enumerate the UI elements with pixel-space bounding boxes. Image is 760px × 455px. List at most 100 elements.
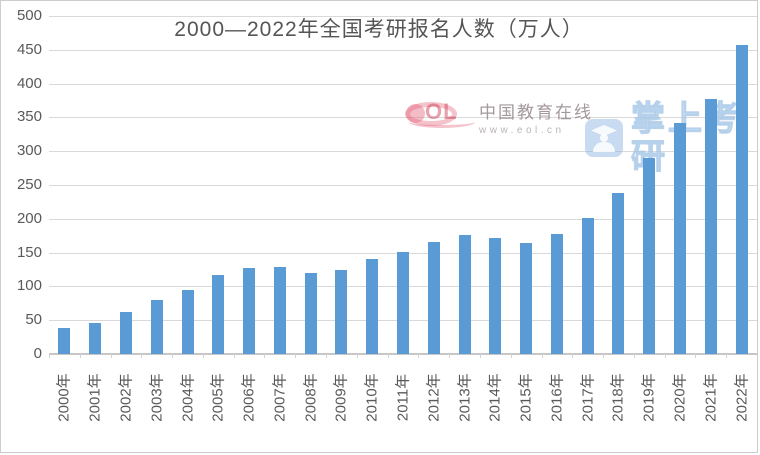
axis-tick — [233, 354, 235, 358]
bar — [181, 290, 194, 354]
y-axis-label: 50 — [25, 311, 42, 329]
axis-tick — [141, 354, 143, 358]
axis-tick — [356, 354, 358, 358]
y-axis-label: 350 — [16, 108, 42, 126]
graduation-cap-icon — [585, 119, 623, 157]
plot-area: OL 中国教育在线 www.eol.cn 掌上考研 — [49, 16, 757, 358]
axis-tick — [603, 354, 605, 358]
gridline — [49, 83, 757, 85]
x-axis-label: 2004年 — [179, 373, 197, 422]
x-axis-label: 2002年 — [117, 373, 135, 422]
bar — [458, 235, 471, 354]
bar — [489, 237, 502, 354]
y-axis-label: 0 — [33, 345, 42, 362]
y-axis-label: 400 — [16, 74, 42, 92]
bar — [89, 322, 102, 354]
axis-tick — [387, 354, 389, 358]
bar — [366, 258, 379, 354]
gridline — [49, 185, 757, 186]
shoulders-shape — [593, 142, 615, 152]
axis-tick — [695, 354, 697, 358]
y-axis-label: 250 — [16, 176, 42, 193]
eol-logo-icon: OL — [405, 98, 475, 134]
bar — [704, 99, 717, 354]
bar — [643, 157, 656, 354]
axis-tick — [541, 354, 543, 358]
axis-tick — [633, 354, 635, 358]
y-axis-label: 500 — [16, 7, 42, 24]
y-axis-label: 300 — [16, 142, 42, 160]
chart-title: 2000—2022年全国考研报名人数（万人） — [174, 18, 584, 41]
axis-tick — [510, 354, 512, 358]
axis-tick — [172, 354, 174, 358]
gridline — [49, 49, 757, 51]
bar — [273, 267, 286, 354]
x-axis-label: 2015年 — [517, 373, 535, 422]
x-axis-label: 2022年 — [733, 373, 751, 422]
x-axis-label: 2008年 — [302, 373, 320, 422]
axis-tick — [264, 354, 266, 358]
bar — [581, 218, 594, 354]
x-axis-label: 2019年 — [640, 373, 658, 422]
x-axis-label: 2011年 — [394, 373, 412, 422]
x-axis-line — [49, 353, 757, 355]
x-axis-label: 2014年 — [486, 373, 504, 422]
x-axis-label: 2021年 — [702, 373, 720, 422]
y-axis-label: 150 — [16, 243, 42, 261]
bar — [397, 251, 409, 354]
x-axis-label: 2016年 — [548, 373, 566, 422]
axis-tick — [326, 354, 328, 358]
x-axis-label: 2010年 — [363, 373, 381, 422]
axis-tick — [49, 354, 50, 358]
watermark-eol: OL 中国教育在线 www.eol.cn — [405, 98, 593, 136]
y-axis-label: 200 — [16, 209, 42, 227]
bar — [612, 193, 625, 354]
watermark-eol-url: www.eol.cn — [479, 125, 565, 136]
axis-tick — [449, 354, 451, 358]
x-axis-label: 2018年 — [609, 373, 627, 422]
axis-tick — [572, 354, 574, 358]
y-axis-label: 450 — [16, 40, 42, 58]
bar — [58, 327, 71, 354]
watermark-zhangshang-kaoyan: 掌上考研 — [585, 99, 757, 177]
axis-tick — [726, 354, 728, 358]
bar — [520, 242, 533, 354]
x-axis-label: 2006年 — [240, 373, 258, 422]
gridline — [49, 151, 757, 153]
bar — [427, 242, 440, 354]
axis-tick — [418, 354, 420, 358]
x-axis-label: 2020年 — [671, 373, 689, 422]
x-axis-label: 2007年 — [271, 373, 289, 422]
gridline — [49, 218, 757, 220]
gridline — [49, 16, 757, 17]
watermark-eol-name: 中国教育在线 — [479, 103, 593, 122]
axis-tick — [295, 354, 297, 358]
axis-tick — [664, 354, 666, 358]
x-axis-label: 2005年 — [209, 373, 227, 422]
axis-tick — [79, 354, 81, 358]
x-axis-label: 2001年 — [86, 373, 104, 422]
bar — [550, 234, 563, 354]
bar — [735, 45, 748, 354]
x-axis-label: 2000年 — [55, 373, 73, 422]
bar — [119, 311, 132, 354]
bar — [674, 123, 687, 354]
axis-tick — [202, 354, 204, 358]
mortarboard-shape — [591, 125, 617, 136]
axis-tick — [757, 354, 758, 358]
x-axis-label: 2013年 — [456, 373, 474, 422]
bar — [304, 272, 317, 354]
bar — [150, 300, 163, 354]
eol-swoosh-shape — [409, 116, 475, 128]
x-axis-label: 2012年 — [425, 373, 443, 422]
bar — [212, 274, 225, 354]
gridline — [49, 117, 757, 119]
y-axis-label: 100 — [16, 277, 42, 295]
bar — [335, 269, 348, 354]
x-axis-label: 2017年 — [579, 373, 597, 422]
axis-tick — [479, 354, 481, 358]
x-axis-label: 2003年 — [148, 373, 166, 422]
bar — [243, 268, 256, 354]
head-shape — [600, 134, 608, 142]
